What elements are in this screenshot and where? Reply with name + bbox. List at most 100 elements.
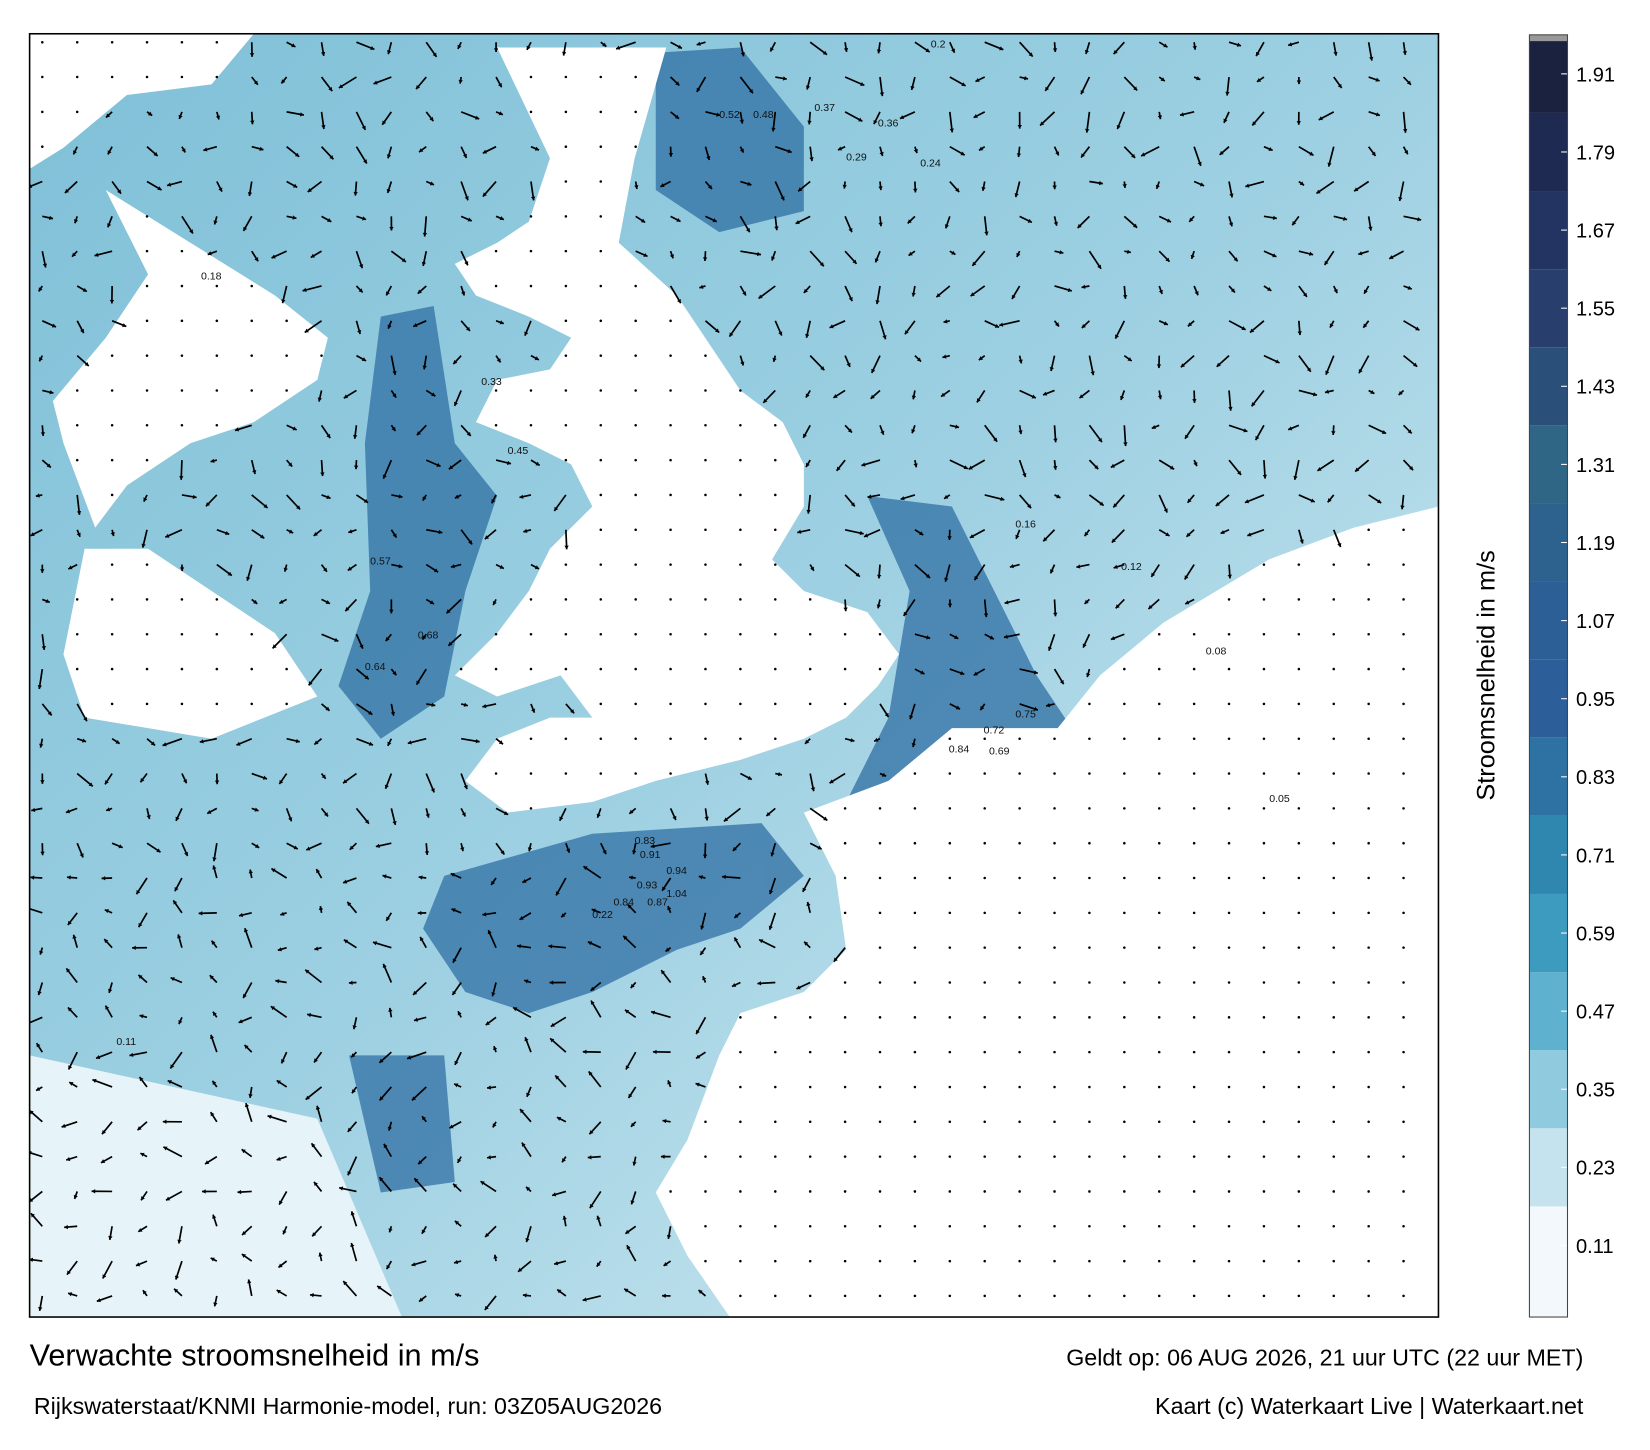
arrow-head — [698, 1290, 703, 1295]
arrow-head — [40, 569, 45, 573]
arrow-head — [1055, 151, 1060, 156]
arrow-head — [1098, 180, 1103, 186]
land-dot — [1297, 1294, 1301, 1298]
arrow-head — [238, 1019, 243, 1024]
land-dot — [285, 389, 288, 392]
land-dot — [110, 424, 114, 427]
land-dot — [669, 598, 672, 601]
speed-label: 0.52 — [719, 109, 740, 121]
land-dot — [1367, 1294, 1370, 1298]
arrow-head — [325, 600, 330, 604]
land-dot — [1332, 807, 1336, 810]
arrow-head — [417, 289, 422, 294]
arrow-head — [484, 535, 489, 540]
arrow-head — [343, 879, 348, 884]
arrow-head — [1009, 564, 1014, 569]
arrow-head — [925, 573, 931, 578]
arrow-head — [241, 1149, 246, 1154]
land-dot — [983, 1120, 986, 1124]
arrow-head — [288, 529, 294, 534]
arrow-head — [976, 398, 981, 403]
arrow-head — [466, 431, 471, 436]
land-dot — [145, 598, 149, 601]
arrow-head — [531, 708, 536, 713]
arrow-head — [778, 331, 783, 336]
arrow-head — [420, 936, 424, 942]
land-dot — [1018, 1225, 1021, 1228]
arrow-head — [969, 534, 975, 538]
arrow-head — [1227, 574, 1232, 579]
arrow-head — [759, 939, 764, 944]
arrow-head — [879, 151, 884, 156]
arrow-head — [170, 977, 175, 982]
colorbar-tick-label: 1.07 — [1576, 611, 1615, 633]
arrow-head — [177, 1239, 182, 1244]
arrow-head — [630, 983, 635, 989]
arrow-head — [390, 711, 396, 716]
land-dot — [1367, 1190, 1370, 1193]
arrow-head — [1053, 221, 1059, 226]
arrow-head — [323, 567, 327, 572]
arrow-head — [1229, 193, 1234, 198]
land-dot — [1192, 841, 1196, 845]
land-dot — [599, 389, 603, 392]
land-dot — [1088, 1050, 1091, 1054]
land-dot — [1367, 598, 1370, 601]
arrow-head — [747, 775, 752, 780]
arrow-head — [493, 1254, 498, 1259]
land-dot — [1088, 1225, 1091, 1228]
land-dot — [1332, 911, 1336, 915]
arrow-head — [282, 1230, 287, 1235]
arrow-head — [861, 462, 866, 467]
arrow-head — [1132, 223, 1138, 228]
land-dot — [878, 1085, 882, 1089]
arrow-head — [138, 974, 143, 979]
arrow-head — [96, 1298, 101, 1303]
arrow-head — [1056, 494, 1061, 499]
arrow-head — [468, 540, 473, 545]
arrow-head — [855, 572, 860, 577]
arrow-head — [138, 922, 143, 928]
speed-label: 0.11 — [116, 1036, 136, 1048]
arrow-head — [167, 182, 172, 187]
land-dot — [634, 319, 637, 323]
speed-label: 0.68 — [418, 629, 439, 641]
arrow-head — [1052, 185, 1057, 190]
arrow-head — [272, 644, 277, 649]
arrow-head — [829, 324, 834, 329]
land-dot — [1053, 981, 1056, 984]
arrow-head — [422, 496, 427, 501]
land-dot — [529, 75, 533, 79]
land-dot — [739, 1259, 742, 1263]
land-dot — [1367, 563, 1370, 566]
arrow-head — [860, 81, 865, 86]
land-dot — [774, 458, 777, 462]
arrow-head — [363, 159, 367, 164]
arrow-head — [1163, 321, 1168, 326]
land-dot — [1053, 1190, 1056, 1193]
arrow-head — [1219, 150, 1224, 155]
arrow-head — [457, 1158, 462, 1163]
land-dot — [180, 702, 184, 706]
arrow-head — [732, 846, 737, 851]
land-dot — [704, 1120, 707, 1124]
arrow-head — [162, 1119, 167, 1124]
land-dot — [110, 40, 114, 44]
arrow-head — [416, 680, 421, 685]
land-dot — [599, 702, 603, 706]
arrow-head — [1192, 45, 1197, 50]
arrow-head — [358, 288, 363, 293]
arrow-head — [137, 1126, 142, 1131]
land-dot — [634, 528, 637, 532]
arrow-head — [413, 990, 418, 995]
land-dot — [843, 1120, 847, 1124]
arrow-head — [96, 1055, 101, 1060]
arrow-head — [422, 1116, 427, 1121]
arrow-head — [210, 1112, 215, 1117]
arrow-head — [947, 603, 953, 608]
arrow-head — [491, 499, 496, 504]
arrow-head — [630, 1200, 635, 1205]
land-dot — [1227, 876, 1231, 880]
arrow-head — [361, 125, 366, 130]
arrow-head — [170, 1064, 175, 1069]
